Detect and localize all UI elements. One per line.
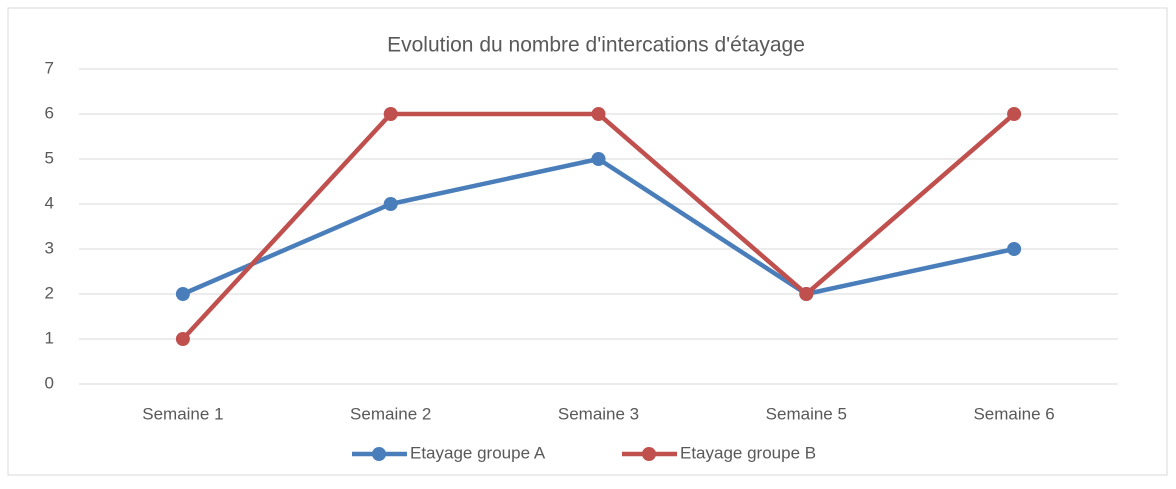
y-tick-label: 6	[45, 103, 54, 122]
y-tick-label: 7	[45, 58, 54, 77]
x-tick-label: Semaine 3	[558, 404, 639, 423]
point	[383, 197, 398, 211]
x-tick-label: Semaine 5	[766, 404, 847, 423]
y-tick-label: 0	[45, 373, 54, 392]
x-tick-label: Semaine 2	[350, 404, 431, 423]
x-tick-label: Semaine 6	[973, 404, 1054, 423]
y-tick-label: 5	[45, 148, 54, 167]
y-tick-label: 1	[45, 328, 54, 347]
y-tick-label: 4	[45, 193, 54, 212]
legend-label: Etayage groupe A	[410, 443, 546, 462]
point	[383, 107, 398, 121]
point	[799, 287, 814, 301]
point	[591, 152, 606, 166]
point	[175, 287, 190, 301]
legend-label: Etayage groupe B	[680, 443, 816, 462]
legend-marker	[372, 447, 386, 461]
x-tick-label: Semaine 1	[142, 404, 223, 423]
point	[591, 107, 606, 121]
point	[1007, 242, 1022, 256]
y-tick-label: 2	[45, 283, 54, 302]
y-tick-label: 3	[45, 238, 54, 257]
legend-marker	[642, 447, 656, 461]
chart-frame	[7, 7, 1168, 476]
point	[1007, 107, 1022, 121]
chart-title: Evolution du nombre d'intercations d'éta…	[387, 34, 805, 57]
point	[175, 332, 190, 346]
